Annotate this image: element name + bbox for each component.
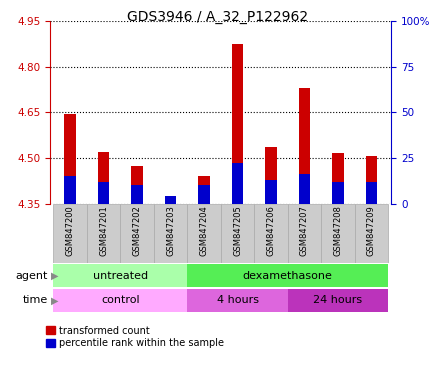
- Bar: [198, 185, 209, 204]
- Bar: [53, 264, 187, 287]
- Bar: [187, 204, 220, 263]
- Bar: [98, 152, 109, 204]
- Text: GSM847209: GSM847209: [366, 205, 375, 256]
- Bar: [198, 176, 209, 204]
- Bar: [98, 182, 109, 204]
- Bar: [354, 204, 387, 263]
- Legend: transformed count, percentile rank within the sample: transformed count, percentile rank withi…: [46, 326, 224, 348]
- Text: GSM847208: GSM847208: [333, 205, 342, 256]
- Bar: [154, 204, 187, 263]
- Bar: [220, 204, 253, 263]
- Text: untreated: untreated: [92, 270, 148, 281]
- Text: ▶: ▶: [51, 270, 58, 281]
- Bar: [87, 204, 120, 263]
- Text: 4 hours: 4 hours: [216, 295, 258, 306]
- Text: 24 hours: 24 hours: [312, 295, 362, 306]
- Text: agent: agent: [16, 270, 48, 281]
- Bar: [131, 185, 143, 204]
- Bar: [287, 204, 320, 263]
- Bar: [53, 289, 187, 312]
- Text: GSM847203: GSM847203: [166, 205, 174, 256]
- Bar: [365, 156, 376, 204]
- Text: GSM847204: GSM847204: [199, 205, 208, 256]
- Bar: [287, 289, 387, 312]
- Bar: [331, 182, 343, 204]
- Text: ▶: ▶: [51, 295, 58, 306]
- Bar: [320, 204, 354, 263]
- Bar: [264, 147, 276, 204]
- Bar: [164, 196, 176, 204]
- Bar: [365, 182, 376, 204]
- Text: control: control: [101, 295, 139, 306]
- Text: GSM847205: GSM847205: [233, 205, 241, 256]
- Bar: [231, 44, 243, 204]
- Bar: [120, 204, 154, 263]
- Bar: [187, 289, 287, 312]
- Bar: [231, 164, 243, 204]
- Text: GDS3946 / A_32_P122962: GDS3946 / A_32_P122962: [127, 10, 307, 23]
- Bar: [131, 166, 143, 204]
- Bar: [164, 199, 176, 204]
- Bar: [64, 114, 76, 204]
- Bar: [187, 264, 387, 287]
- Bar: [264, 180, 276, 204]
- Text: time: time: [23, 295, 48, 306]
- Bar: [298, 174, 309, 204]
- Text: GSM847206: GSM847206: [266, 205, 275, 256]
- Text: dexamethasone: dexamethasone: [242, 270, 332, 281]
- Bar: [64, 176, 76, 204]
- Text: GSM847200: GSM847200: [66, 205, 75, 256]
- Bar: [298, 88, 309, 204]
- Text: GSM847201: GSM847201: [99, 205, 108, 256]
- Bar: [331, 153, 343, 204]
- Bar: [253, 204, 287, 263]
- Text: GSM847202: GSM847202: [132, 205, 141, 256]
- Text: GSM847207: GSM847207: [299, 205, 308, 256]
- Bar: [53, 204, 87, 263]
